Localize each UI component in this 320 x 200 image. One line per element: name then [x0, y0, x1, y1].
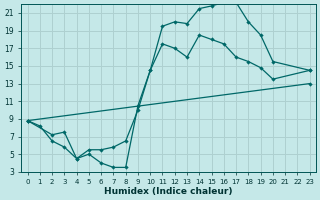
X-axis label: Humidex (Indice chaleur): Humidex (Indice chaleur)	[104, 187, 233, 196]
